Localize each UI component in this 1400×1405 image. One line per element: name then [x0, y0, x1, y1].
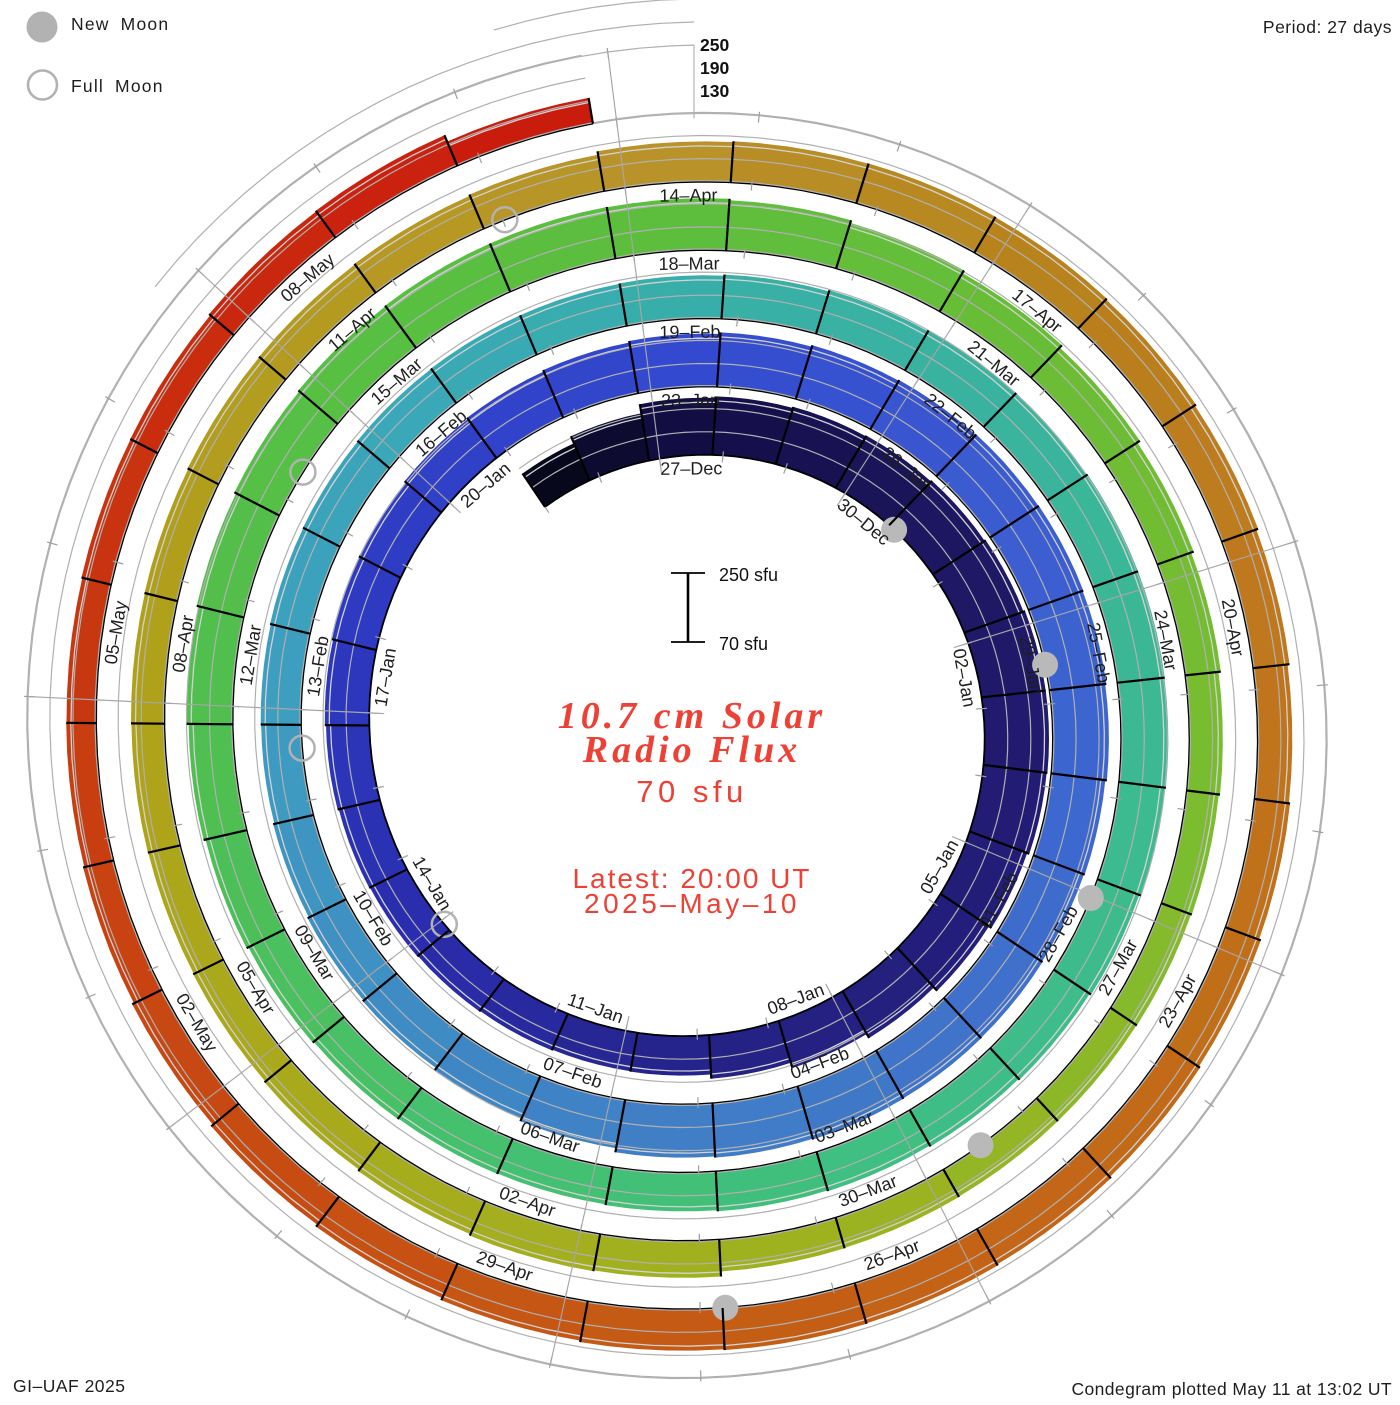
svg-text:New Moon: New Moon: [71, 14, 169, 34]
svg-text:Condegram plotted May 11 at 13: Condegram plotted May 11 at 13:02 UT: [1072, 1379, 1393, 1399]
svg-text:23–Jan: 23–Jan: [661, 390, 720, 411]
svg-text:70 sfu: 70 sfu: [719, 634, 768, 654]
svg-text:Full Moon: Full Moon: [71, 76, 164, 96]
svg-text:Period: 27 days: Period: 27 days: [1263, 17, 1392, 37]
svg-text:250 sfu: 250 sfu: [719, 565, 778, 585]
svg-text:2025–May–10: 2025–May–10: [584, 888, 800, 919]
svg-text:19–Feb: 19–Feb: [659, 322, 720, 343]
svg-text:18–Mar: 18–Mar: [658, 253, 719, 274]
svg-text:190: 190: [700, 58, 729, 78]
svg-text:70 sfu: 70 sfu: [636, 774, 747, 809]
svg-text:130: 130: [700, 81, 729, 101]
svg-text:27–Dec: 27–Dec: [660, 458, 722, 479]
svg-text:Radio Flux: Radio Flux: [582, 729, 801, 771]
svg-text:14–Apr: 14–Apr: [659, 185, 717, 206]
svg-text:GI–UAF 2025: GI–UAF 2025: [13, 1376, 126, 1396]
svg-text:250: 250: [700, 35, 729, 55]
